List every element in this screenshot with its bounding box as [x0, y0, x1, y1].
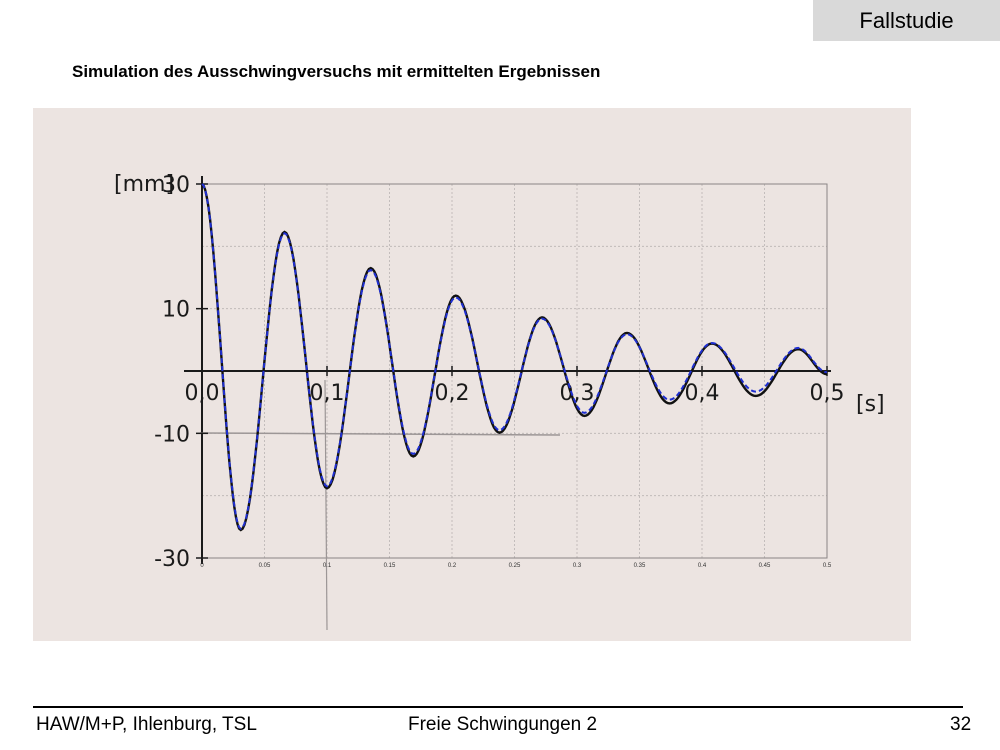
y-tick-label: 10 — [162, 298, 190, 323]
y-tick-label: -10 — [154, 422, 190, 447]
x-minor-tick-label: 0.4 — [698, 563, 707, 569]
x-minor-tick-label: 0 — [200, 563, 204, 569]
x-minor-tick-label: 0.3 — [573, 563, 582, 569]
chart-axes — [184, 176, 831, 631]
x-minor-tick-label: 0.1 — [323, 563, 332, 569]
slide-title: Simulation des Ausschwingversuchs mit er… — [72, 62, 601, 81]
x-minor-tick-label: 0.25 — [509, 563, 521, 569]
y-tick-label: -30 — [154, 547, 190, 572]
x-minor-tick-label: 0.2 — [448, 563, 457, 569]
y-axis-label: [mm] — [114, 172, 174, 197]
x-tick-label: 0,2 — [435, 381, 470, 406]
x-tick-label: 0,0 — [185, 381, 220, 406]
x-tick-label: 0,4 — [685, 381, 720, 406]
simulated-curve — [201, 183, 828, 530]
x-minor-tick-label: 0.35 — [634, 563, 646, 569]
x-minor-tick-label: 0.05 — [259, 563, 271, 569]
footer-author: HAW/M+P, Ihlenburg, TSL — [36, 714, 257, 735]
pencil-mark — [199, 432, 561, 436]
x-axis-label: [s] — [856, 392, 885, 417]
x-tick-label: 0,3 — [560, 381, 595, 406]
x-minor-tick-label: 0.5 — [823, 563, 832, 569]
pencil-mark — [324, 379, 328, 631]
chart-ticks: 30 10 -10 -30 0,0 0,1 0,2 0,3 0,4 0,5 0 0.05 0.1 0.15… — [154, 173, 844, 572]
x-minor-tick-label: 0.15 — [384, 563, 396, 569]
x-tick-label: 0,5 — [810, 381, 845, 406]
x-tick-label: 0,1 — [310, 381, 345, 406]
chart-series — [201, 183, 828, 532]
x-minor-tick-label: 0.45 — [759, 563, 771, 569]
section-badge: Fallstudie — [813, 0, 1000, 41]
footer-topic: Freie Schwingungen 2 — [408, 714, 598, 735]
footer-page-number: 32 — [950, 714, 972, 735]
footer-divider — [33, 706, 963, 708]
y-tick-label: 30 — [162, 173, 190, 198]
